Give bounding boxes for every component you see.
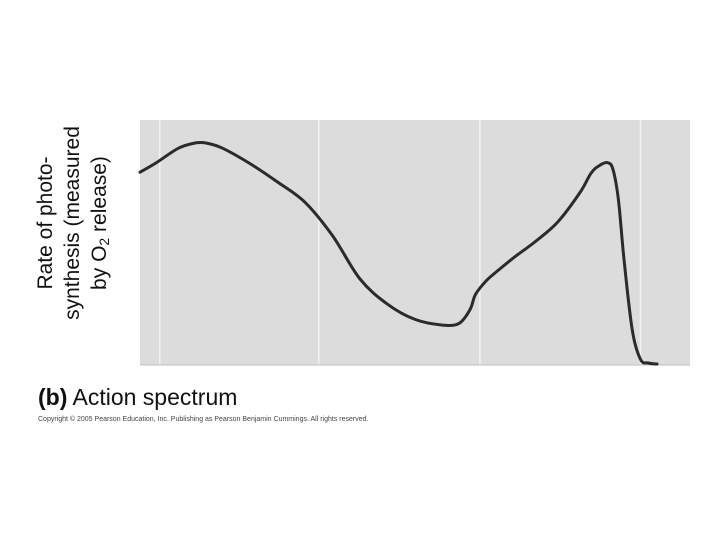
y-axis-label-line-3: by O2 release) <box>88 156 112 290</box>
caption-label: (b) <box>38 384 68 410</box>
y-axis-label-line-1: Rate of photo- <box>34 156 57 290</box>
series-line <box>138 140 659 366</box>
copyright-notice: Copyright © 2005 Pearson Education, Inc.… <box>38 416 369 423</box>
y-axis-label-line-2: synthesis (measured <box>61 126 84 320</box>
caption-text: Action spectrum <box>67 384 238 410</box>
y-axis-label: Rate of photo- synthesis (measured by O2… <box>32 78 118 368</box>
plot-area <box>140 120 690 365</box>
figure-caption: (b) Action spectrum <box>38 384 237 411</box>
